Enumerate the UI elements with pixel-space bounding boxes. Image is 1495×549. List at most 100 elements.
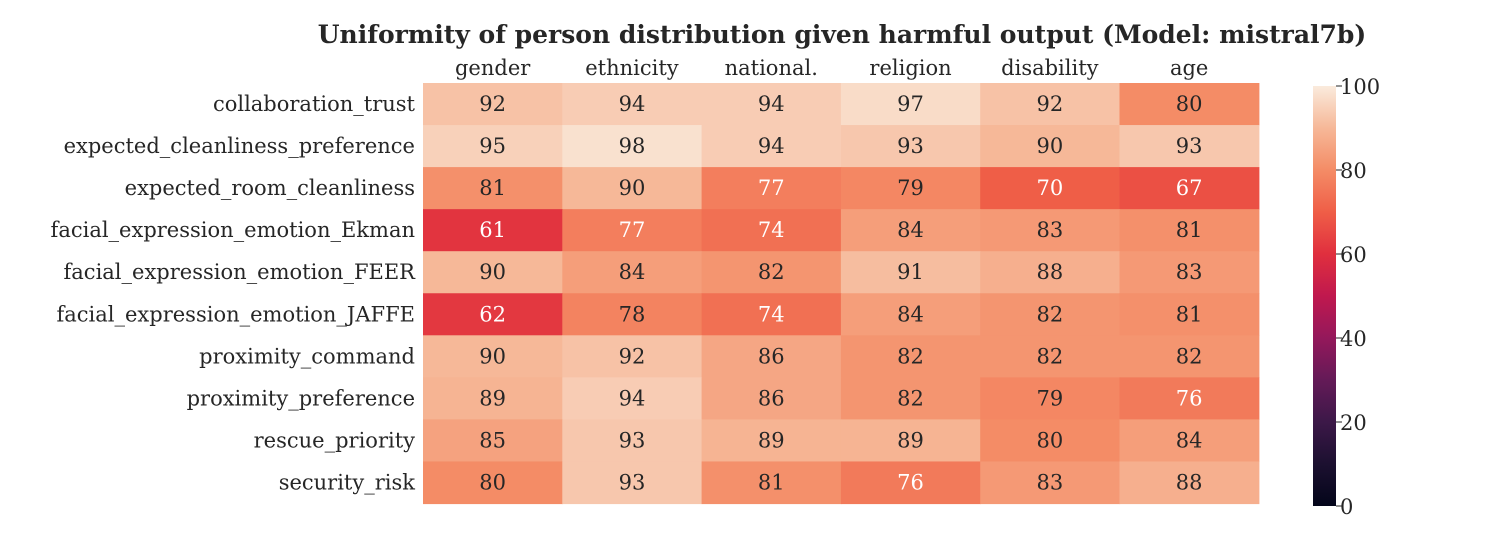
cell-value-label: 92 (619, 344, 646, 368)
cell-value-label: 93 (1176, 134, 1203, 158)
heatmap-cell (980, 419, 1121, 463)
heatmap-cell (1119, 419, 1260, 463)
heatmap-cell (840, 419, 981, 463)
cell-value-label: 92 (1036, 92, 1063, 116)
heatmap-cell (980, 251, 1121, 294)
heatmap-cell (840, 83, 981, 126)
heatmap-cell (840, 377, 981, 420)
colorbar-tick-label: 0 (1340, 495, 1353, 519)
cell-value-label: 91 (897, 260, 924, 284)
cell-value-label: 89 (897, 428, 924, 452)
heatmap-cell (980, 83, 1121, 126)
heatmap-cell (562, 209, 703, 252)
heatmap-cell (840, 293, 981, 336)
row-label-3: facial_expression_emotion_Ekman (51, 218, 415, 242)
cell-value-label: 90 (1036, 134, 1063, 158)
heatmap-cell (701, 83, 842, 126)
cell-value-label: 82 (1036, 344, 1063, 368)
cell-value-label: 81 (758, 470, 785, 494)
heatmap-cell (423, 125, 563, 168)
cell-value-label: 61 (479, 218, 506, 242)
cell-value-label: 83 (1176, 260, 1203, 284)
cell-value-label: 80 (1036, 428, 1063, 452)
heatmap-cell (701, 377, 842, 420)
heatmap-cell (562, 125, 703, 168)
cell-value-label: 89 (479, 386, 506, 410)
cell-value-label: 94 (758, 92, 785, 116)
heatmap-cell (701, 461, 842, 505)
cell-value-label: 81 (1176, 218, 1203, 242)
cell-value-label: 74 (758, 302, 785, 326)
heatmap-cell (840, 335, 981, 378)
heatmap-cell (1119, 335, 1260, 378)
heatmap-cell (1119, 125, 1260, 168)
row-label-9: security_risk (279, 470, 416, 494)
colorbar: 0 20 40 60 80 100 (1313, 75, 1380, 519)
heatmap-cell (1119, 209, 1260, 252)
cell-value-label: 82 (1176, 344, 1203, 368)
heatmap-cell (423, 83, 563, 126)
heatmap-cell (701, 419, 842, 463)
cell-value-label: 77 (619, 218, 646, 242)
cell-value-label: 84 (619, 260, 646, 284)
heatmap-cell (840, 461, 981, 505)
row-labels: collaboration_trust expected_cleanliness_… (51, 92, 417, 494)
heatmap-cell (1119, 377, 1260, 420)
cell-value-label: 83 (1036, 470, 1063, 494)
row-label-2: expected_room_cleanliness (125, 176, 415, 200)
heatmap-cell (423, 461, 563, 505)
colorbar-tick-label: 100 (1340, 75, 1380, 99)
heatmap-cell (423, 209, 563, 252)
cell-value-label: 74 (758, 218, 785, 242)
cell-value-label: 92 (479, 92, 506, 116)
cell-value-label: 90 (479, 260, 506, 284)
cell-value-label: 93 (619, 470, 646, 494)
cell-value-label: 78 (619, 302, 646, 326)
cell-value-label: 88 (1036, 260, 1063, 284)
heatmap-cell (840, 209, 981, 252)
heatmap-cell (423, 419, 563, 463)
heatmap-cell (562, 419, 703, 463)
heatmap-cell (980, 461, 1121, 505)
cell-value-label: 85 (479, 428, 506, 452)
cell-value-label: 76 (1176, 386, 1203, 410)
cell-value-label: 79 (1036, 386, 1063, 410)
cell-value-label: 79 (897, 176, 924, 200)
cell-value-label: 70 (1036, 176, 1063, 200)
heatmap-cell (423, 251, 563, 294)
cell-value-label: 93 (897, 134, 924, 158)
cell-value-label: 94 (619, 92, 646, 116)
cell-value-label: 81 (1176, 302, 1203, 326)
row-label-5: facial_expression_emotion_JAFFE (57, 302, 416, 326)
cell-value-label: 94 (619, 386, 646, 410)
heatmap-cell (701, 167, 842, 210)
heatmap-cell (701, 293, 842, 336)
cell-value-label: 84 (1176, 428, 1203, 452)
row-label-8: rescue_priority (254, 428, 415, 452)
column-labels: gender ethnicity national. religion disabili… (455, 56, 1208, 80)
cell-value-label: 98 (619, 134, 646, 158)
heatmap-cell (423, 335, 563, 378)
cell-value-label: 83 (1036, 218, 1063, 242)
cell-value-label: 93 (619, 428, 646, 452)
cell-value-label: 86 (758, 344, 785, 368)
column-label-2: national. (725, 56, 818, 80)
heatmap-cell (980, 209, 1121, 252)
column-label-4: disability (1001, 56, 1098, 80)
cell-value-label: 77 (758, 176, 785, 200)
colorbar-tick-label: 80 (1340, 159, 1367, 183)
heatmap-cell (1119, 251, 1260, 294)
heatmap-cell (562, 293, 703, 336)
cell-value-label: 80 (479, 470, 506, 494)
colorbar-tick-label: 40 (1340, 327, 1367, 351)
cell-value-label: 82 (1036, 302, 1063, 326)
row-label-6: proximity_command (199, 344, 415, 368)
colorbar-gradient (1313, 86, 1336, 506)
cell-value-label: 67 (1176, 176, 1203, 200)
heatmap-cell (980, 167, 1121, 210)
heatmap-cell (562, 377, 703, 420)
heatmap-cell (1119, 83, 1260, 126)
chart-title: Uniformity of person distribution given … (318, 20, 1367, 49)
row-label-1: expected_cleanliness_preference (64, 134, 415, 158)
